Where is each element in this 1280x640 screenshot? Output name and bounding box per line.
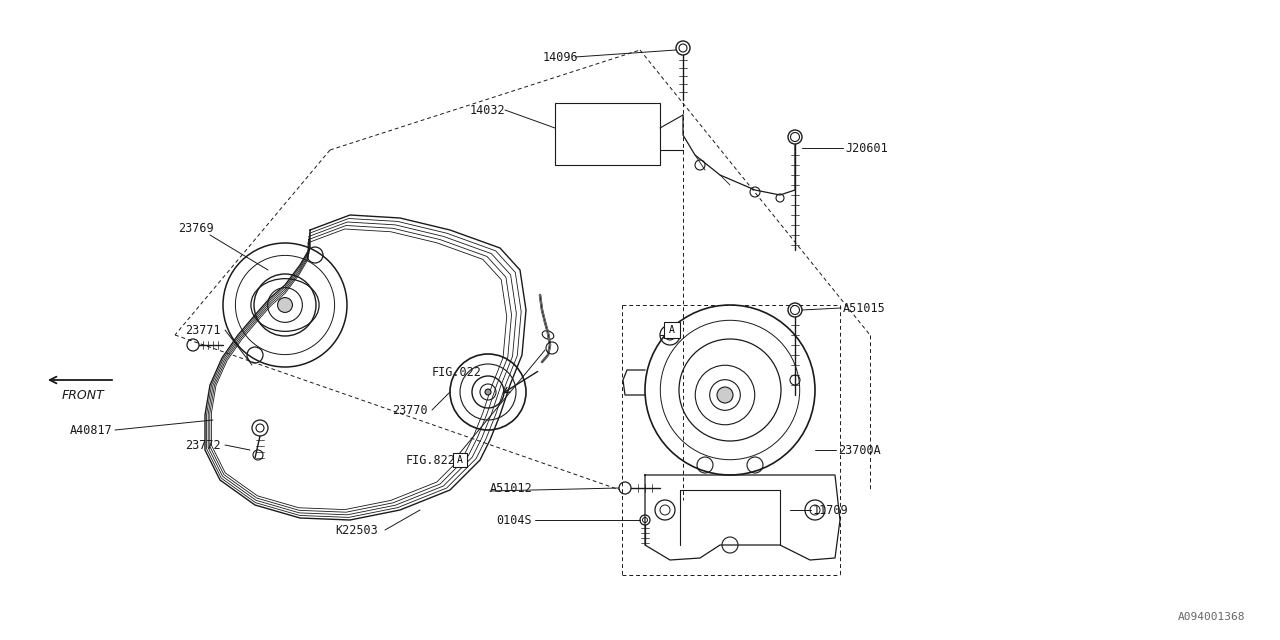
Circle shape: [485, 389, 492, 395]
Text: A51012: A51012: [490, 481, 532, 495]
Text: 23770: 23770: [392, 403, 428, 417]
Text: FIG.022: FIG.022: [433, 365, 481, 378]
Text: A51015: A51015: [844, 301, 886, 314]
Text: A40817: A40817: [70, 424, 113, 436]
Text: 23771: 23771: [186, 323, 220, 337]
Text: 11709: 11709: [813, 504, 849, 516]
Circle shape: [717, 387, 733, 403]
Bar: [556, 103, 660, 165]
Circle shape: [278, 298, 292, 312]
Text: A: A: [457, 455, 463, 465]
Text: 23769: 23769: [178, 221, 214, 234]
Text: J20601: J20601: [845, 141, 888, 154]
Ellipse shape: [543, 331, 554, 339]
Text: FRONT: FRONT: [61, 388, 105, 401]
Text: 23772: 23772: [186, 438, 220, 451]
Text: K22503: K22503: [335, 524, 378, 536]
Text: FIG.822: FIG.822: [406, 454, 456, 467]
Text: A094001368: A094001368: [1178, 612, 1245, 622]
Text: A: A: [669, 325, 675, 335]
Text: 14096: 14096: [543, 51, 579, 63]
Bar: [664, 322, 680, 338]
Text: 23700A: 23700A: [838, 444, 881, 456]
Bar: [453, 453, 467, 467]
Text: 14032: 14032: [470, 104, 506, 116]
Text: 0104S: 0104S: [497, 513, 531, 527]
